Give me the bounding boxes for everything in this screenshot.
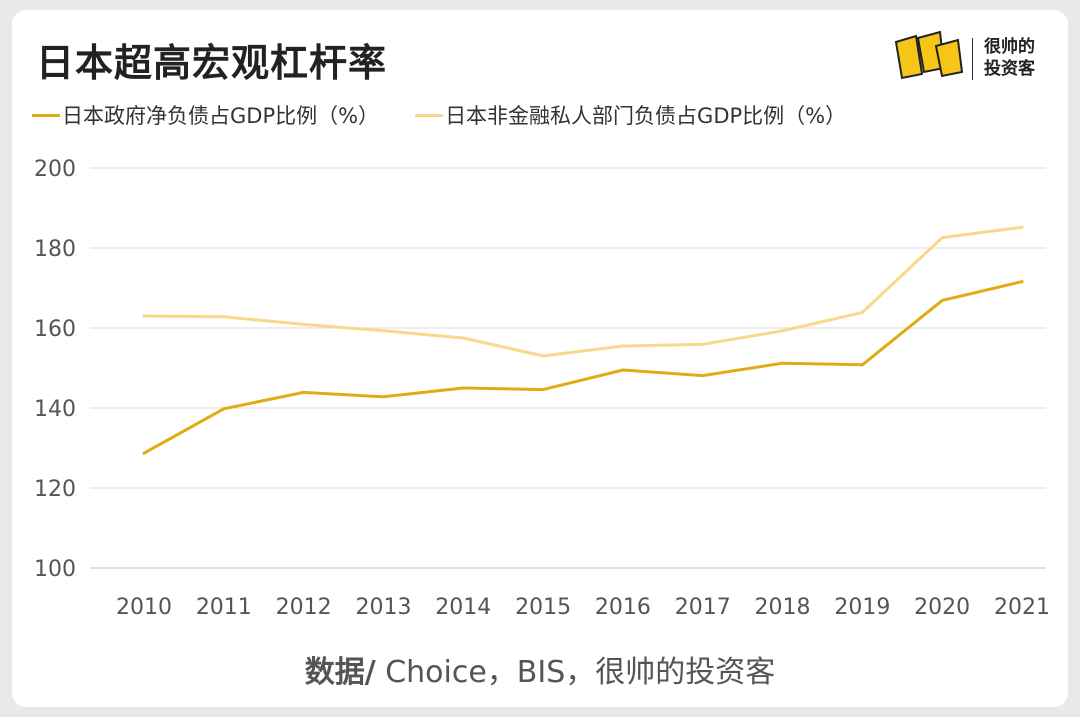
y-tick-label-120: 120 (34, 477, 76, 502)
series-1-point-2017 (701, 374, 705, 378)
series-2-point-2012 (302, 322, 306, 326)
series-1-point-2011 (222, 407, 226, 411)
x-tick-label-2018: 2018 (755, 595, 811, 620)
grid-layer (90, 167, 1046, 569)
brand-text: 很帅的 投资客 (984, 36, 1035, 80)
series-1-point-2016 (621, 368, 625, 372)
legend-item-series-2: 日本非金融私人部门负债占GDP比例（%） (415, 100, 846, 130)
source-note: 数据/ Choice，BIS，很帅的投资客 (12, 647, 1068, 691)
x-tick-label-2019: 2019 (834, 595, 890, 620)
x-tick-label-2015: 2015 (515, 595, 571, 620)
chart-legend: 日本政府净负债占GDP比例（%） 日本非金融私人部门负债占GDP比例（%） (32, 100, 882, 130)
y-tick-label-180: 180 (34, 237, 76, 262)
series-1-point-2013 (381, 395, 385, 399)
source-text: Choice，BIS，很帅的投资客 (375, 655, 776, 690)
series-1-point-2014 (461, 386, 465, 390)
series-1-point-2020 (940, 298, 944, 302)
x-tick-label-2012: 2012 (276, 595, 332, 620)
x-tick-label-2016: 2016 (595, 595, 651, 620)
series-2-point-2016 (621, 344, 625, 348)
chart-title: 日本超高宏观杠杆率 (36, 41, 388, 85)
brand-logo: 很帅的 投资客 (892, 28, 1062, 88)
x-tick-label-2011: 2011 (196, 595, 252, 620)
x-tick-label-2013: 2013 (355, 595, 411, 620)
y-tick-label-200: 200 (34, 157, 76, 182)
axis-layer: 200 180 160 140 120 100 2010 2011 2012 2013 2014 20… (34, 157, 1050, 620)
series-2-point-2013 (381, 329, 385, 333)
series-layer (142, 225, 1024, 455)
brand-line-2: 投资客 (984, 59, 1035, 79)
series-2-point-2011 (222, 315, 226, 319)
series-2-point-2020 (940, 236, 944, 240)
series-1-point-2012 (302, 390, 306, 394)
line-chart: 200 180 160 140 120 100 2010 2011 2012 2013 2014 20… (34, 157, 1050, 620)
brand-logo-icon (894, 30, 964, 80)
y-tick-label-160: 160 (34, 317, 76, 342)
series-2-point-2010 (142, 314, 146, 318)
series-1-point-2018 (781, 361, 785, 365)
x-tick-label-2010: 2010 (116, 595, 172, 620)
x-tick-label-2020: 2020 (914, 595, 970, 620)
chart-card: 日本超高宏观杠杆率 很帅的 投资客 日本政府净负债占GDP比例（%） 日本非金融… (12, 10, 1068, 707)
series-2-point-2018 (781, 329, 785, 333)
series-2-point-2019 (860, 310, 864, 314)
legend-swatch-series-2 (415, 113, 444, 117)
x-tick-label-2017: 2017 (675, 595, 731, 620)
legend-swatch-series-1 (32, 113, 60, 117)
series-line-1 (143, 280, 1023, 455)
series-2-point-2021 (1020, 225, 1024, 229)
x-tick-label-2021: 2021 (994, 595, 1050, 620)
source-label: 数据/ (304, 655, 376, 690)
series-2-point-2014 (461, 336, 465, 340)
brand-line-1: 很帅的 (984, 37, 1035, 57)
series-1-point-2015 (541, 388, 545, 392)
brand-divider (972, 38, 973, 80)
legend-item-series-1: 日本政府净负债占GDP比例（%） (32, 100, 379, 130)
series-2-point-2015 (541, 354, 545, 358)
legend-label-series-2: 日本非金融私人部门负债占GDP比例（%） (445, 104, 847, 128)
y-tick-label-140: 140 (34, 397, 76, 422)
series-1-point-2010 (142, 451, 146, 455)
y-tick-label-100: 100 (34, 557, 76, 582)
series-line-2 (143, 225, 1023, 358)
legend-label-series-1: 日本政府净负债占GDP比例（%） (62, 104, 380, 128)
series-1-point-2021 (1020, 280, 1024, 284)
series-1-point-2019 (860, 363, 864, 367)
x-tick-label-2014: 2014 (435, 595, 491, 620)
series-2-point-2017 (701, 342, 705, 346)
